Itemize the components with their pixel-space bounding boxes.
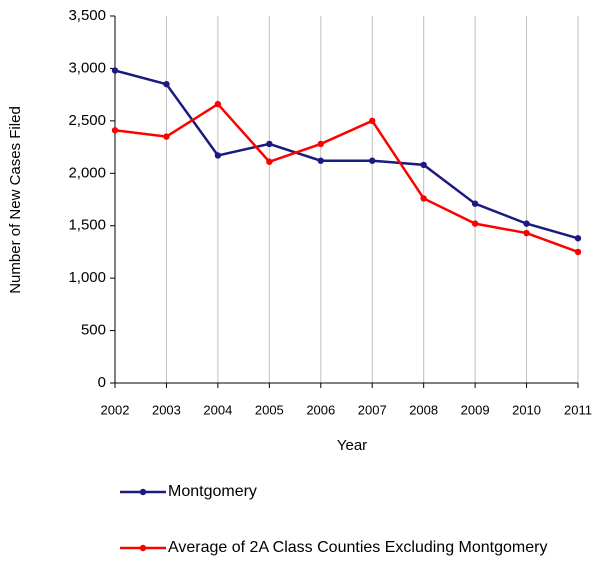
x-tick-label: 2009 xyxy=(461,402,490,417)
x-tick-label: 2005 xyxy=(255,402,284,417)
data-point xyxy=(420,195,427,202)
legend-label: Average of 2A Class Counties Excluding M… xyxy=(168,539,548,556)
data-point xyxy=(163,133,170,140)
y-tick-label: 3,500 xyxy=(68,7,106,24)
data-point xyxy=(266,140,273,148)
legend-swatch xyxy=(120,544,166,552)
legend-swatch xyxy=(120,488,166,496)
x-tick-label: 2010 xyxy=(512,402,541,417)
data-point xyxy=(420,161,427,169)
series-line xyxy=(114,69,579,240)
data-point xyxy=(523,229,530,237)
chart: Year Number of New Cases Filed 2002 2003 2… xyxy=(7,7,592,454)
data-point xyxy=(111,67,119,74)
data-point xyxy=(214,100,222,108)
x-tick-label: 2006 xyxy=(306,402,335,417)
x-tick-label: 2008 xyxy=(409,402,438,417)
legend-item: Average of 2A Class Counties Excluding M… xyxy=(120,537,588,559)
series-line xyxy=(114,102,579,254)
data-point xyxy=(471,200,479,207)
y-tick-label: 2,500 xyxy=(68,112,106,129)
y-tick-label: 500 xyxy=(81,322,106,339)
y-tick-label: 1,500 xyxy=(68,217,106,234)
data-point xyxy=(317,140,324,148)
y-tick-label: 1,000 xyxy=(68,269,106,286)
y-axis-title: Number of New Cases Filed xyxy=(7,106,24,294)
data-point xyxy=(574,248,582,256)
y-tick-label: 3,000 xyxy=(68,59,106,76)
x-tick-label: 2003 xyxy=(152,402,181,417)
data-point xyxy=(471,220,479,227)
x-tick-label: 2004 xyxy=(203,402,232,417)
data-point xyxy=(574,235,582,242)
legend-marker xyxy=(139,488,147,496)
x-tick-label: 2002 xyxy=(101,402,130,417)
x-tick-label: 2007 xyxy=(358,402,387,417)
legend-item: Montgomery xyxy=(120,481,588,503)
data-point xyxy=(266,158,273,165)
legend-label: Montgomery xyxy=(168,483,257,500)
data-point xyxy=(163,80,170,88)
data-point xyxy=(523,220,530,227)
y-tick-label: 0 xyxy=(98,374,106,391)
data-point xyxy=(317,157,324,164)
x-tick-label: 2011 xyxy=(564,402,592,417)
data-point xyxy=(111,127,119,134)
y-tick-label: 2,000 xyxy=(68,164,106,181)
data-point xyxy=(369,157,376,164)
data-point xyxy=(369,117,376,125)
data-point xyxy=(214,152,222,159)
x-axis-title: Year xyxy=(337,437,367,454)
legend-marker xyxy=(139,544,147,552)
